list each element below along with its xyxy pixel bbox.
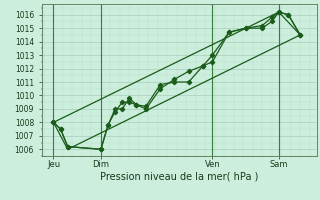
- X-axis label: Pression niveau de la mer( hPa ): Pression niveau de la mer( hPa ): [100, 172, 258, 182]
